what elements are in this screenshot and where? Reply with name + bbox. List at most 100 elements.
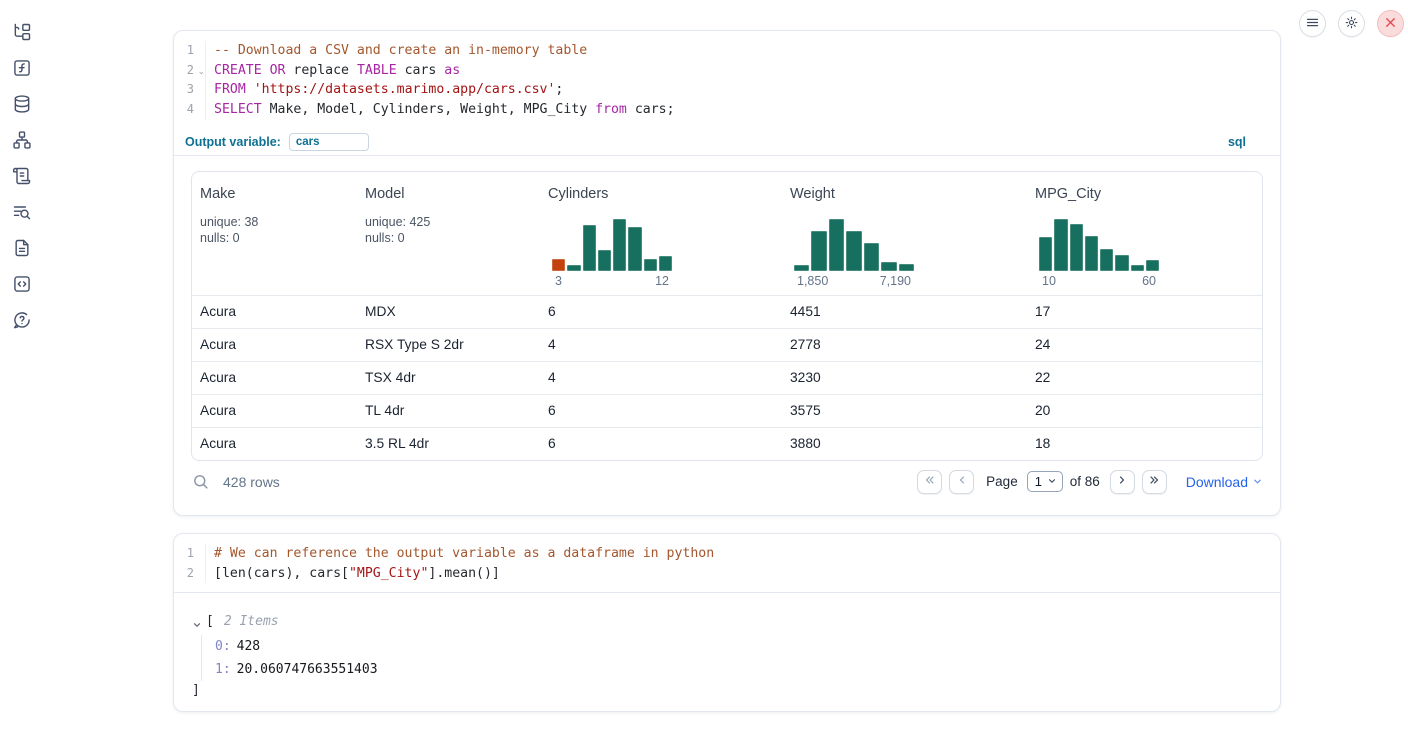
chevron-right-icon (1116, 474, 1128, 489)
histogram-bar (1146, 260, 1159, 271)
bracket-open: [ (206, 612, 214, 632)
histogram-bar (1070, 224, 1083, 271)
hamburger-icon (1305, 15, 1320, 33)
column-label: Weight (790, 186, 1019, 202)
column-header-model[interactable]: Modelunique: 425nulls: 0 (357, 172, 540, 295)
table-cell: 3575 (782, 403, 1027, 418)
code-line[interactable]: 3FROM 'https://datasets.marimo.app/cars.… (174, 80, 1280, 100)
table-cell: Acura (192, 337, 357, 352)
python-output-tree: [ 2 Items 0:4281:20.060747663551403 ] (174, 593, 1280, 701)
page-select[interactable]: 1 (1027, 471, 1063, 492)
pagination: Page 1 of 86 Download (917, 470, 1263, 494)
column-header-cylinders[interactable]: Cylinders 312 (540, 172, 782, 295)
settings-button[interactable] (1338, 10, 1365, 37)
column-header-make[interactable]: Makeunique: 38nulls: 0 (192, 172, 357, 295)
table-header-row: Makeunique: 38nulls: 0Modelunique: 425nu… (192, 172, 1262, 295)
bracket-close: ] (192, 681, 1264, 701)
prev-page-button[interactable] (949, 470, 974, 494)
last-page-button[interactable] (1142, 470, 1167, 494)
code-square-icon (12, 274, 32, 294)
table-footer: 428 rows Page 1 of 86 Download (191, 461, 1263, 503)
table-cell: 6 (540, 304, 782, 319)
database-icon (12, 94, 32, 114)
table-cell: 4 (540, 370, 782, 385)
chevron-left-icon (956, 474, 968, 489)
notebook-controls (1299, 10, 1404, 37)
histogram-bar (1100, 249, 1113, 271)
column-histogram[interactable]: 312 (552, 219, 672, 288)
chevrons-right-icon (1148, 474, 1160, 489)
line-number: 2 (174, 564, 205, 584)
python-code-editor[interactable]: 1# We can reference the output variable … (174, 534, 1280, 593)
table-row[interactable]: Acura3.5 RL 4dr6388018 (192, 427, 1262, 460)
column-header-weight[interactable]: Weight 1,8507,190 (782, 172, 1027, 295)
column-header-mpg_city[interactable]: MPG_City 1060 (1027, 172, 1262, 295)
scroll-icon (12, 166, 32, 186)
gear-icon (1344, 15, 1359, 33)
chevrons-left-icon (924, 474, 936, 489)
search-icon (192, 478, 209, 493)
item-index: 1: (215, 662, 231, 677)
sql-cell: 1-- Download a CSV and create an in-memo… (173, 30, 1281, 516)
table-cell: Acura (192, 370, 357, 385)
sidebar-dependency-graph-button[interactable] (12, 130, 32, 150)
histogram-bar (613, 219, 626, 271)
table-cell: 2778 (782, 337, 1027, 352)
fold-chevron-icon[interactable]: ⌄ (197, 62, 205, 82)
line-number: 4 (174, 100, 205, 120)
code-line[interactable]: 1# We can reference the output variable … (174, 544, 1280, 564)
sidebar-help-button[interactable] (12, 310, 32, 330)
search-button[interactable] (191, 473, 209, 491)
table-cell: 3.5 RL 4dr (357, 436, 540, 451)
download-button[interactable]: Download (1186, 474, 1263, 490)
table-cell: MDX (357, 304, 540, 319)
table-row[interactable]: AcuraTL 4dr6357520 (192, 394, 1262, 427)
shutdown-button[interactable] (1377, 10, 1404, 37)
language-badge[interactable]: sql (1228, 135, 1246, 149)
menu-button[interactable] (1299, 10, 1326, 37)
output-variable-input[interactable] (289, 133, 369, 151)
chevron-down-icon (1252, 474, 1263, 490)
column-label: Cylinders (548, 186, 774, 202)
table-cell: 4 (540, 337, 782, 352)
output-variable-label: Output variable: (185, 135, 281, 149)
row-count: 428 rows (223, 474, 280, 490)
sidebar-snippets-button[interactable] (12, 274, 32, 294)
code-line[interactable]: 2[len(cars), cars["MPG_City"].mean()] (174, 564, 1280, 584)
next-page-button[interactable] (1110, 470, 1135, 494)
sidebar-data-sources-button[interactable] (12, 94, 32, 114)
output-variable-row: Output variable: sql (174, 129, 1280, 156)
output-list-item: 0:428 (215, 635, 1264, 658)
table-row[interactable]: AcuraRSX Type S 2dr4277824 (192, 328, 1262, 361)
column-label: Model (365, 186, 532, 202)
histogram-axis-labels: 1,8507,190 (794, 271, 914, 288)
histogram-bar (811, 231, 826, 271)
code-line[interactable]: 1-- Download a CSV and create an in-memo… (174, 41, 1280, 61)
code-line[interactable]: 2⌄CREATE OR replace TABLE cars as (174, 61, 1280, 81)
table-cell: 6 (540, 436, 782, 451)
histogram-bar (552, 259, 565, 271)
histogram-bar (583, 225, 596, 271)
sidebar-variables-button[interactable] (12, 58, 32, 78)
sidebar-documentation-button[interactable] (12, 238, 32, 258)
code-line[interactable]: 4SELECT Make, Model, Cylinders, Weight, … (174, 100, 1280, 120)
column-histogram[interactable]: 1060 (1039, 219, 1159, 288)
table-row[interactable]: AcuraTSX 4dr4323022 (192, 361, 1262, 394)
histogram-bar (794, 265, 809, 271)
sidebar-file-explorer-button[interactable] (12, 22, 32, 42)
sql-code-editor[interactable]: 1-- Download a CSV and create an in-memo… (174, 31, 1280, 129)
sidebar-scratchpad-button[interactable] (12, 202, 32, 222)
column-histogram[interactable]: 1,8507,190 (794, 219, 914, 288)
table-cell: 17 (1027, 304, 1262, 319)
first-page-button[interactable] (917, 470, 942, 494)
sidebar-logs-button[interactable] (12, 166, 32, 186)
line-number: 3 (174, 80, 205, 100)
histogram-bar (1085, 236, 1098, 271)
collapse-chevron-icon[interactable] (192, 617, 202, 627)
line-number: 1 (174, 41, 205, 61)
sidebar-panel-icons (0, 0, 44, 729)
download-label: Download (1186, 474, 1248, 490)
column-label: MPG_City (1035, 186, 1254, 202)
histogram-axis-labels: 312 (552, 271, 672, 288)
table-row[interactable]: AcuraMDX6445117 (192, 295, 1262, 328)
